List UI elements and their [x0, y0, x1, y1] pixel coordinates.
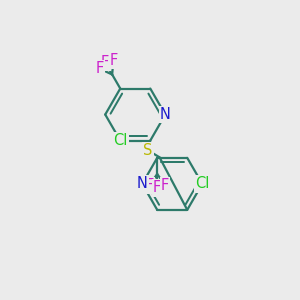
Text: S: S — [143, 143, 153, 158]
Text: Cl: Cl — [195, 176, 209, 191]
Text: F: F — [101, 55, 110, 70]
Text: F: F — [161, 178, 169, 193]
Text: N: N — [137, 176, 148, 191]
Text: N: N — [160, 107, 171, 122]
Text: F: F — [95, 61, 104, 76]
Text: Cl: Cl — [113, 133, 127, 148]
Text: F: F — [145, 178, 153, 193]
Text: F: F — [153, 180, 161, 195]
Text: F: F — [109, 53, 118, 68]
